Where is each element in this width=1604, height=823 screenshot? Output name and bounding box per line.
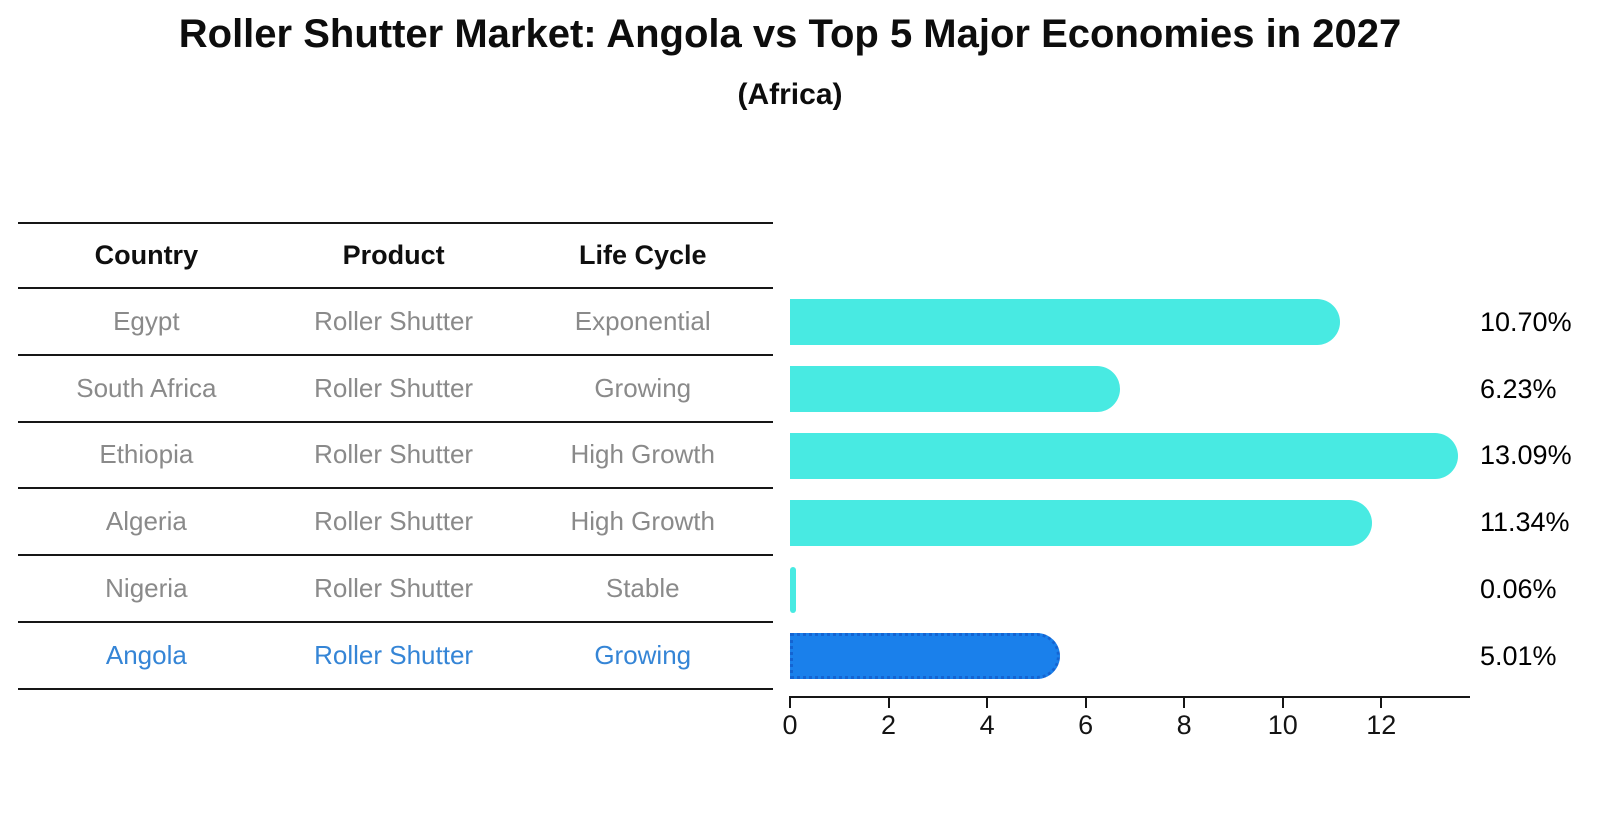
- table-body: Egypt Roller Shutter Exponential South Afri…: [18, 289, 773, 690]
- country-table: Country Product Life Cycle Egypt Roller Shu…: [18, 222, 773, 690]
- table-cell: Growing: [594, 372, 692, 403]
- table-cell: Roller Shutter: [314, 506, 474, 537]
- x-tick-label: 6: [1078, 710, 1094, 740]
- table-cell: South Africa: [76, 372, 217, 403]
- table-cell: Exponential: [574, 305, 711, 336]
- x-tick-label: 12: [1366, 710, 1397, 740]
- value-label-angola: 5.01%: [1480, 640, 1557, 671]
- table-row-egypt: Egypt Roller Shutter Exponential: [18, 289, 773, 356]
- x-tick-mark: [1183, 698, 1186, 708]
- bar-south-africa: [790, 366, 1120, 413]
- table-row-nigeria: Nigeria Roller Shutter Stable: [18, 556, 773, 623]
- table-header-life-cycle: Life Cycle: [578, 240, 707, 270]
- table-row-angola: Angola Roller Shutter Growing: [18, 623, 773, 690]
- table-cell: Roller Shutter: [314, 305, 474, 336]
- x-tick-mark: [1084, 698, 1087, 708]
- chart-subtitle: (Africa): [737, 78, 843, 111]
- bar-angola: [790, 633, 1060, 680]
- table-cell: Roller Shutter: [314, 439, 474, 470]
- x-tick-mark: [1281, 698, 1284, 708]
- x-tick-mark: [986, 698, 989, 708]
- chart-title: Roller Shutter Market: Angola vs Top 5 M…: [178, 12, 1402, 56]
- table-cell: Egypt: [113, 305, 180, 336]
- value-label-nigeria: 0.06%: [1480, 574, 1557, 605]
- bar-ethiopia: [790, 433, 1458, 479]
- x-tick-label: 10: [1267, 710, 1298, 740]
- table-row-south-africa: South Africa Roller Shutter Growing: [18, 356, 773, 423]
- x-tick-mark: [1380, 698, 1383, 708]
- table-cell: Roller Shutter: [314, 573, 474, 604]
- table-cell: Growing: [594, 639, 692, 670]
- bar-egypt: [790, 299, 1341, 346]
- bar-algeria: [790, 499, 1372, 546]
- table-cell: Ethiopia: [99, 439, 194, 470]
- x-tick-mark: [789, 698, 791, 708]
- value-label-ethiopia: 13.09%: [1480, 440, 1572, 471]
- value-label-algeria: 11.34%: [1480, 507, 1570, 538]
- table-cell: Roller Shutter: [314, 639, 474, 670]
- value-labels: 10.70% 6.23% 13.09% 11.34% 0.06% 5.01%: [1480, 289, 1604, 690]
- table-cell: Stable: [605, 573, 680, 604]
- table-header-row: Country Product Life Cycle: [18, 222, 773, 289]
- table-cell: Algeria: [105, 506, 187, 537]
- table-cell: High Growth: [570, 439, 715, 470]
- value-label-south-africa: 6.23%: [1480, 373, 1557, 404]
- x-tick-mark: [887, 698, 890, 708]
- table-row-ethiopia: Ethiopia Roller Shutter High Growth: [18, 423, 773, 490]
- table-row-algeria: Algeria Roller Shutter High Growth: [18, 489, 773, 557]
- table-header-country: Country: [94, 240, 199, 270]
- bar-nigeria: [790, 566, 796, 613]
- table-cell: High Growth: [570, 506, 715, 537]
- x-tick-label: 8: [1176, 710, 1192, 740]
- value-label-egypt: 10.70%: [1480, 306, 1572, 337]
- x-tick-label: 0: [782, 710, 798, 740]
- table-cell: Nigeria: [105, 573, 188, 604]
- bars-area: [790, 289, 1490, 690]
- x-axis-line: [789, 696, 1470, 698]
- x-tick-label: 4: [979, 710, 995, 740]
- x-tick-label: 2: [881, 710, 897, 740]
- table-header-product: Product: [342, 240, 445, 270]
- table-cell: Roller Shutter: [314, 372, 474, 403]
- table-cell: Angola: [105, 639, 187, 670]
